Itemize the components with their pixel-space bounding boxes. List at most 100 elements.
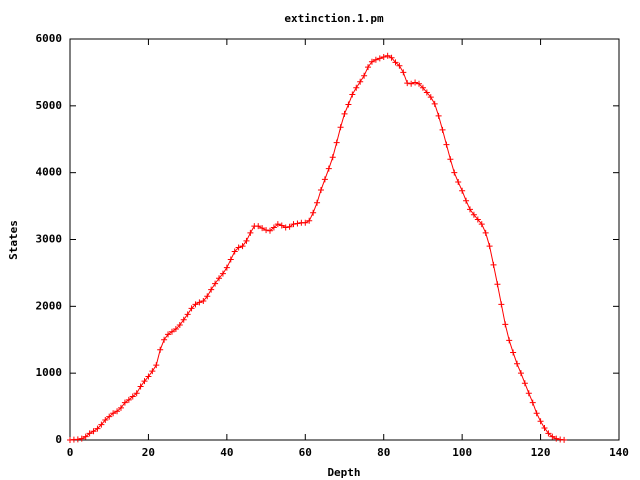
- point-marker: [310, 209, 317, 216]
- point-marker: [416, 80, 423, 87]
- y-tick-label: 0: [55, 433, 62, 446]
- point-marker: [333, 139, 340, 146]
- point-marker: [466, 206, 473, 213]
- point-marker: [361, 72, 368, 79]
- point-marker: [98, 421, 105, 428]
- point-marker: [514, 360, 521, 367]
- point-marker: [302, 219, 309, 226]
- point-marker: [110, 410, 117, 417]
- point-marker: [212, 280, 219, 287]
- point-marker: [470, 211, 477, 218]
- chart-title: extinction.1.pm: [284, 12, 384, 25]
- point-marker: [451, 169, 458, 176]
- point-marker: [219, 270, 226, 277]
- point-marker: [153, 362, 160, 369]
- point-marker: [106, 413, 113, 420]
- point-marker: [357, 78, 364, 85]
- point-marker: [149, 368, 156, 375]
- point-marker: [208, 286, 215, 293]
- point-marker: [294, 220, 301, 227]
- point-marker: [553, 435, 560, 442]
- point-marker: [286, 223, 293, 230]
- point-marker: [145, 373, 152, 380]
- point-marker: [94, 425, 101, 432]
- point-marker: [192, 301, 199, 308]
- point-marker: [537, 418, 544, 425]
- point-marker: [384, 52, 391, 59]
- point-marker: [172, 326, 179, 333]
- y-tick-label: 5000: [36, 99, 63, 112]
- point-marker: [490, 261, 497, 268]
- point-marker: [478, 221, 485, 228]
- point-marker: [431, 100, 438, 107]
- point-marker: [216, 275, 223, 282]
- point-marker: [533, 410, 540, 417]
- point-marker: [408, 80, 415, 87]
- point-marker: [306, 217, 313, 224]
- point-marker: [82, 433, 89, 440]
- point-marker: [321, 176, 328, 183]
- point-marker: [529, 399, 536, 406]
- point-marker: [459, 187, 466, 194]
- point-marker: [541, 424, 548, 431]
- point-marker: [165, 331, 172, 338]
- point-marker: [282, 224, 289, 231]
- point-marker: [239, 243, 246, 250]
- point-marker: [486, 243, 493, 250]
- x-tick-label: 20: [142, 446, 155, 459]
- point-marker: [463, 197, 470, 204]
- point-marker: [235, 244, 242, 251]
- point-marker: [494, 281, 501, 288]
- x-tick-label: 140: [609, 446, 629, 459]
- point-marker: [180, 316, 187, 323]
- point-marker: [102, 416, 109, 423]
- y-tick-label: 1000: [36, 366, 63, 379]
- point-marker: [78, 435, 85, 442]
- point-marker: [86, 430, 93, 437]
- point-marker: [545, 430, 552, 437]
- point-marker: [443, 141, 450, 148]
- y-tick-label: 6000: [36, 32, 63, 45]
- y-tick-label: 2000: [36, 299, 63, 312]
- point-marker: [121, 399, 128, 406]
- point-marker: [349, 91, 356, 98]
- point-marker: [278, 222, 285, 229]
- x-tick-label: 120: [531, 446, 551, 459]
- point-marker: [196, 299, 203, 306]
- point-marker: [419, 84, 426, 91]
- point-marker: [345, 101, 352, 108]
- x-tick-label: 100: [452, 446, 472, 459]
- point-marker: [270, 224, 277, 231]
- point-marker: [561, 436, 568, 443]
- point-marker: [353, 84, 360, 91]
- point-marker: [365, 64, 372, 71]
- point-marker: [400, 69, 407, 76]
- point-marker: [392, 59, 399, 66]
- point-marker: [157, 346, 164, 353]
- x-axis-label: Depth: [327, 466, 360, 479]
- point-marker: [549, 433, 556, 440]
- x-tick-label: 60: [299, 446, 312, 459]
- point-marker: [502, 321, 509, 328]
- y-tick-label: 3000: [36, 233, 63, 246]
- x-tick-label: 0: [67, 446, 74, 459]
- point-marker: [133, 390, 140, 397]
- point-marker: [439, 126, 446, 133]
- x-tick-label: 80: [377, 446, 390, 459]
- point-marker: [341, 110, 348, 117]
- point-marker: [247, 229, 254, 236]
- point-marker: [117, 404, 124, 411]
- point-marker: [482, 229, 489, 236]
- point-marker: [388, 54, 395, 61]
- point-marker: [266, 227, 273, 234]
- point-marker: [223, 264, 230, 271]
- point-marker: [412, 79, 419, 86]
- point-marker: [372, 56, 379, 63]
- point-marker: [188, 305, 195, 312]
- point-marker: [396, 62, 403, 69]
- point-marker: [314, 199, 321, 206]
- y-tick-label: 4000: [36, 166, 63, 179]
- point-marker: [200, 297, 207, 304]
- point-marker: [114, 408, 121, 415]
- point-marker: [368, 58, 375, 65]
